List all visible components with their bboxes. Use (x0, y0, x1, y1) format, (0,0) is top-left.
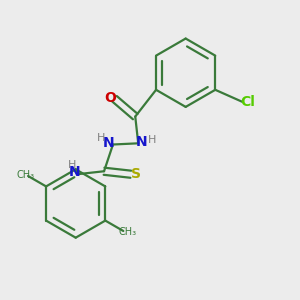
Text: CH₃: CH₃ (16, 169, 34, 179)
Text: S: S (130, 167, 141, 181)
Text: H: H (68, 160, 76, 170)
Text: N: N (136, 135, 148, 149)
Text: H: H (147, 135, 156, 145)
Text: O: O (104, 91, 116, 104)
Text: N: N (102, 136, 114, 150)
Text: N: N (68, 165, 80, 179)
Text: Cl: Cl (240, 95, 255, 109)
Text: H: H (97, 133, 105, 143)
Text: CH₃: CH₃ (118, 227, 136, 237)
